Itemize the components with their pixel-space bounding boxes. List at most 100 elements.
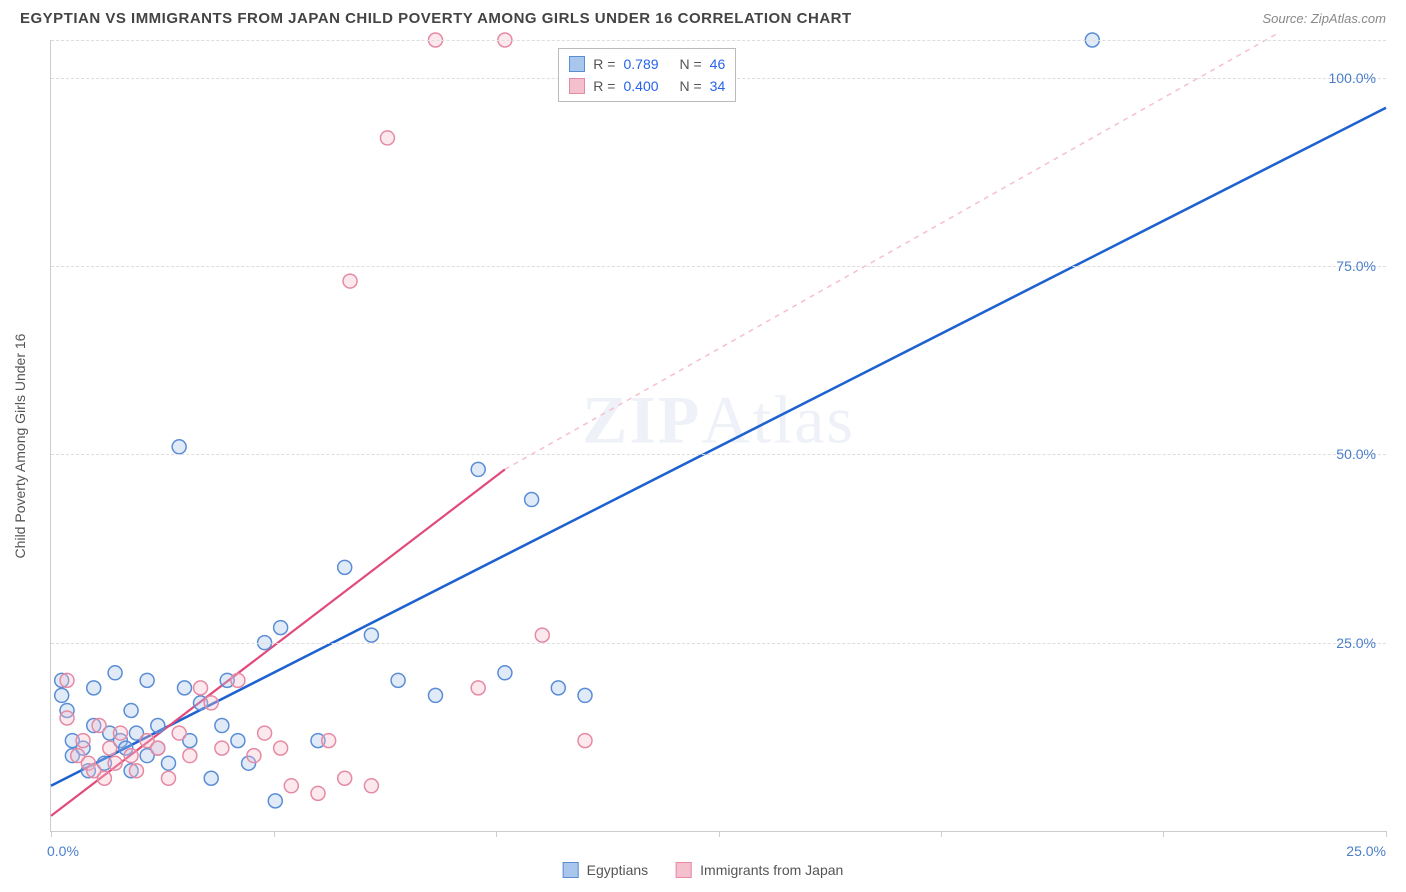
y-tick-label: 100.0%	[1329, 70, 1376, 86]
data-point	[108, 756, 122, 770]
gridline	[51, 266, 1386, 267]
source-credit: Source: ZipAtlas.com	[1262, 11, 1386, 26]
legend-swatch	[563, 862, 579, 878]
x-tick	[1386, 831, 1387, 837]
data-point	[183, 749, 197, 763]
data-point	[194, 681, 208, 695]
x-tick	[941, 831, 942, 837]
data-point	[391, 673, 405, 687]
x-tick	[1163, 831, 1164, 837]
chart-title: EGYPTIAN VS IMMIGRANTS FROM JAPAN CHILD …	[20, 10, 852, 27]
data-point	[60, 673, 74, 687]
legend-swatch	[676, 862, 692, 878]
data-point	[215, 719, 229, 733]
legend-swatch	[569, 78, 585, 94]
legend-item: Immigrants from Japan	[676, 862, 843, 878]
data-point	[338, 560, 352, 574]
data-point	[578, 734, 592, 748]
data-point	[471, 681, 485, 695]
data-point	[380, 131, 394, 145]
data-point	[55, 688, 69, 702]
data-point	[97, 771, 111, 785]
data-point	[364, 628, 378, 642]
data-point	[364, 779, 378, 793]
data-point	[113, 726, 127, 740]
gridline	[51, 454, 1386, 455]
x-tick	[719, 831, 720, 837]
data-point	[161, 756, 175, 770]
legend-label: Egyptians	[587, 862, 648, 878]
legend-n-value: 34	[710, 75, 726, 97]
legend-r-label: R =	[593, 75, 615, 97]
data-point	[284, 779, 298, 793]
data-point	[103, 741, 117, 755]
data-point	[60, 711, 74, 725]
data-point	[124, 703, 138, 717]
data-point	[140, 673, 154, 687]
data-point	[92, 719, 106, 733]
data-point	[498, 666, 512, 680]
data-point	[161, 771, 175, 785]
legend-label: Immigrants from Japan	[700, 862, 843, 878]
data-point	[525, 493, 539, 507]
data-point	[247, 749, 261, 763]
source-name: ZipAtlas.com	[1311, 11, 1386, 26]
data-point	[151, 719, 165, 733]
legend-r-value: 0.789	[623, 53, 671, 75]
x-tick	[496, 831, 497, 837]
data-point	[428, 688, 442, 702]
data-point	[231, 734, 245, 748]
gridline	[51, 643, 1386, 644]
data-point	[231, 673, 245, 687]
data-point	[338, 771, 352, 785]
y-tick-label: 25.0%	[1336, 635, 1376, 651]
x-tick	[51, 831, 52, 837]
y-axis-label: Child Poverty Among Girls Under 16	[12, 334, 28, 559]
data-point	[258, 726, 272, 740]
x-tick	[274, 831, 275, 837]
legend-row: R = 0.789 N = 46	[569, 53, 725, 75]
data-point	[578, 688, 592, 702]
data-point	[322, 734, 336, 748]
data-point	[471, 462, 485, 476]
x-tick-label: 0.0%	[47, 843, 79, 859]
data-point	[204, 696, 218, 710]
data-point	[204, 771, 218, 785]
source-prefix: Source:	[1262, 11, 1310, 26]
legend-item: Egyptians	[563, 862, 648, 878]
y-tick-label: 50.0%	[1336, 446, 1376, 462]
legend-row: R = 0.400 N = 34	[569, 75, 725, 97]
legend-correlation-box: R = 0.789 N = 46 R = 0.400 N = 34	[558, 48, 736, 102]
data-point	[129, 764, 143, 778]
data-point	[87, 681, 101, 695]
legend-n-label: N =	[679, 75, 701, 97]
data-point	[274, 621, 288, 635]
legend-n-value: 46	[710, 53, 726, 75]
legend-r-label: R =	[593, 53, 615, 75]
data-point	[178, 681, 192, 695]
legend-swatch	[569, 56, 585, 72]
data-point	[76, 734, 90, 748]
data-point	[108, 666, 122, 680]
data-point	[274, 741, 288, 755]
data-point	[172, 726, 186, 740]
legend-r-value: 0.400	[623, 75, 671, 97]
data-point	[268, 794, 282, 808]
legend-n-label: N =	[679, 53, 701, 75]
legend-bottom: Egyptians Immigrants from Japan	[563, 862, 844, 878]
chart-plot-area: ZIPAtlas 25.0%50.0%75.0%100.0%0.0%25.0%R…	[50, 40, 1386, 832]
data-point	[124, 749, 138, 763]
header-bar: EGYPTIAN VS IMMIGRANTS FROM JAPAN CHILD …	[0, 0, 1406, 33]
data-point	[172, 440, 186, 454]
data-point	[551, 681, 565, 695]
trend-line	[51, 108, 1386, 786]
data-point	[151, 741, 165, 755]
gridline	[51, 40, 1386, 41]
data-point	[343, 274, 357, 288]
y-tick-label: 75.0%	[1336, 258, 1376, 274]
scatter-plot-svg	[51, 40, 1386, 831]
data-point	[535, 628, 549, 642]
data-point	[311, 786, 325, 800]
data-point	[215, 741, 229, 755]
x-tick-label: 25.0%	[1346, 843, 1386, 859]
